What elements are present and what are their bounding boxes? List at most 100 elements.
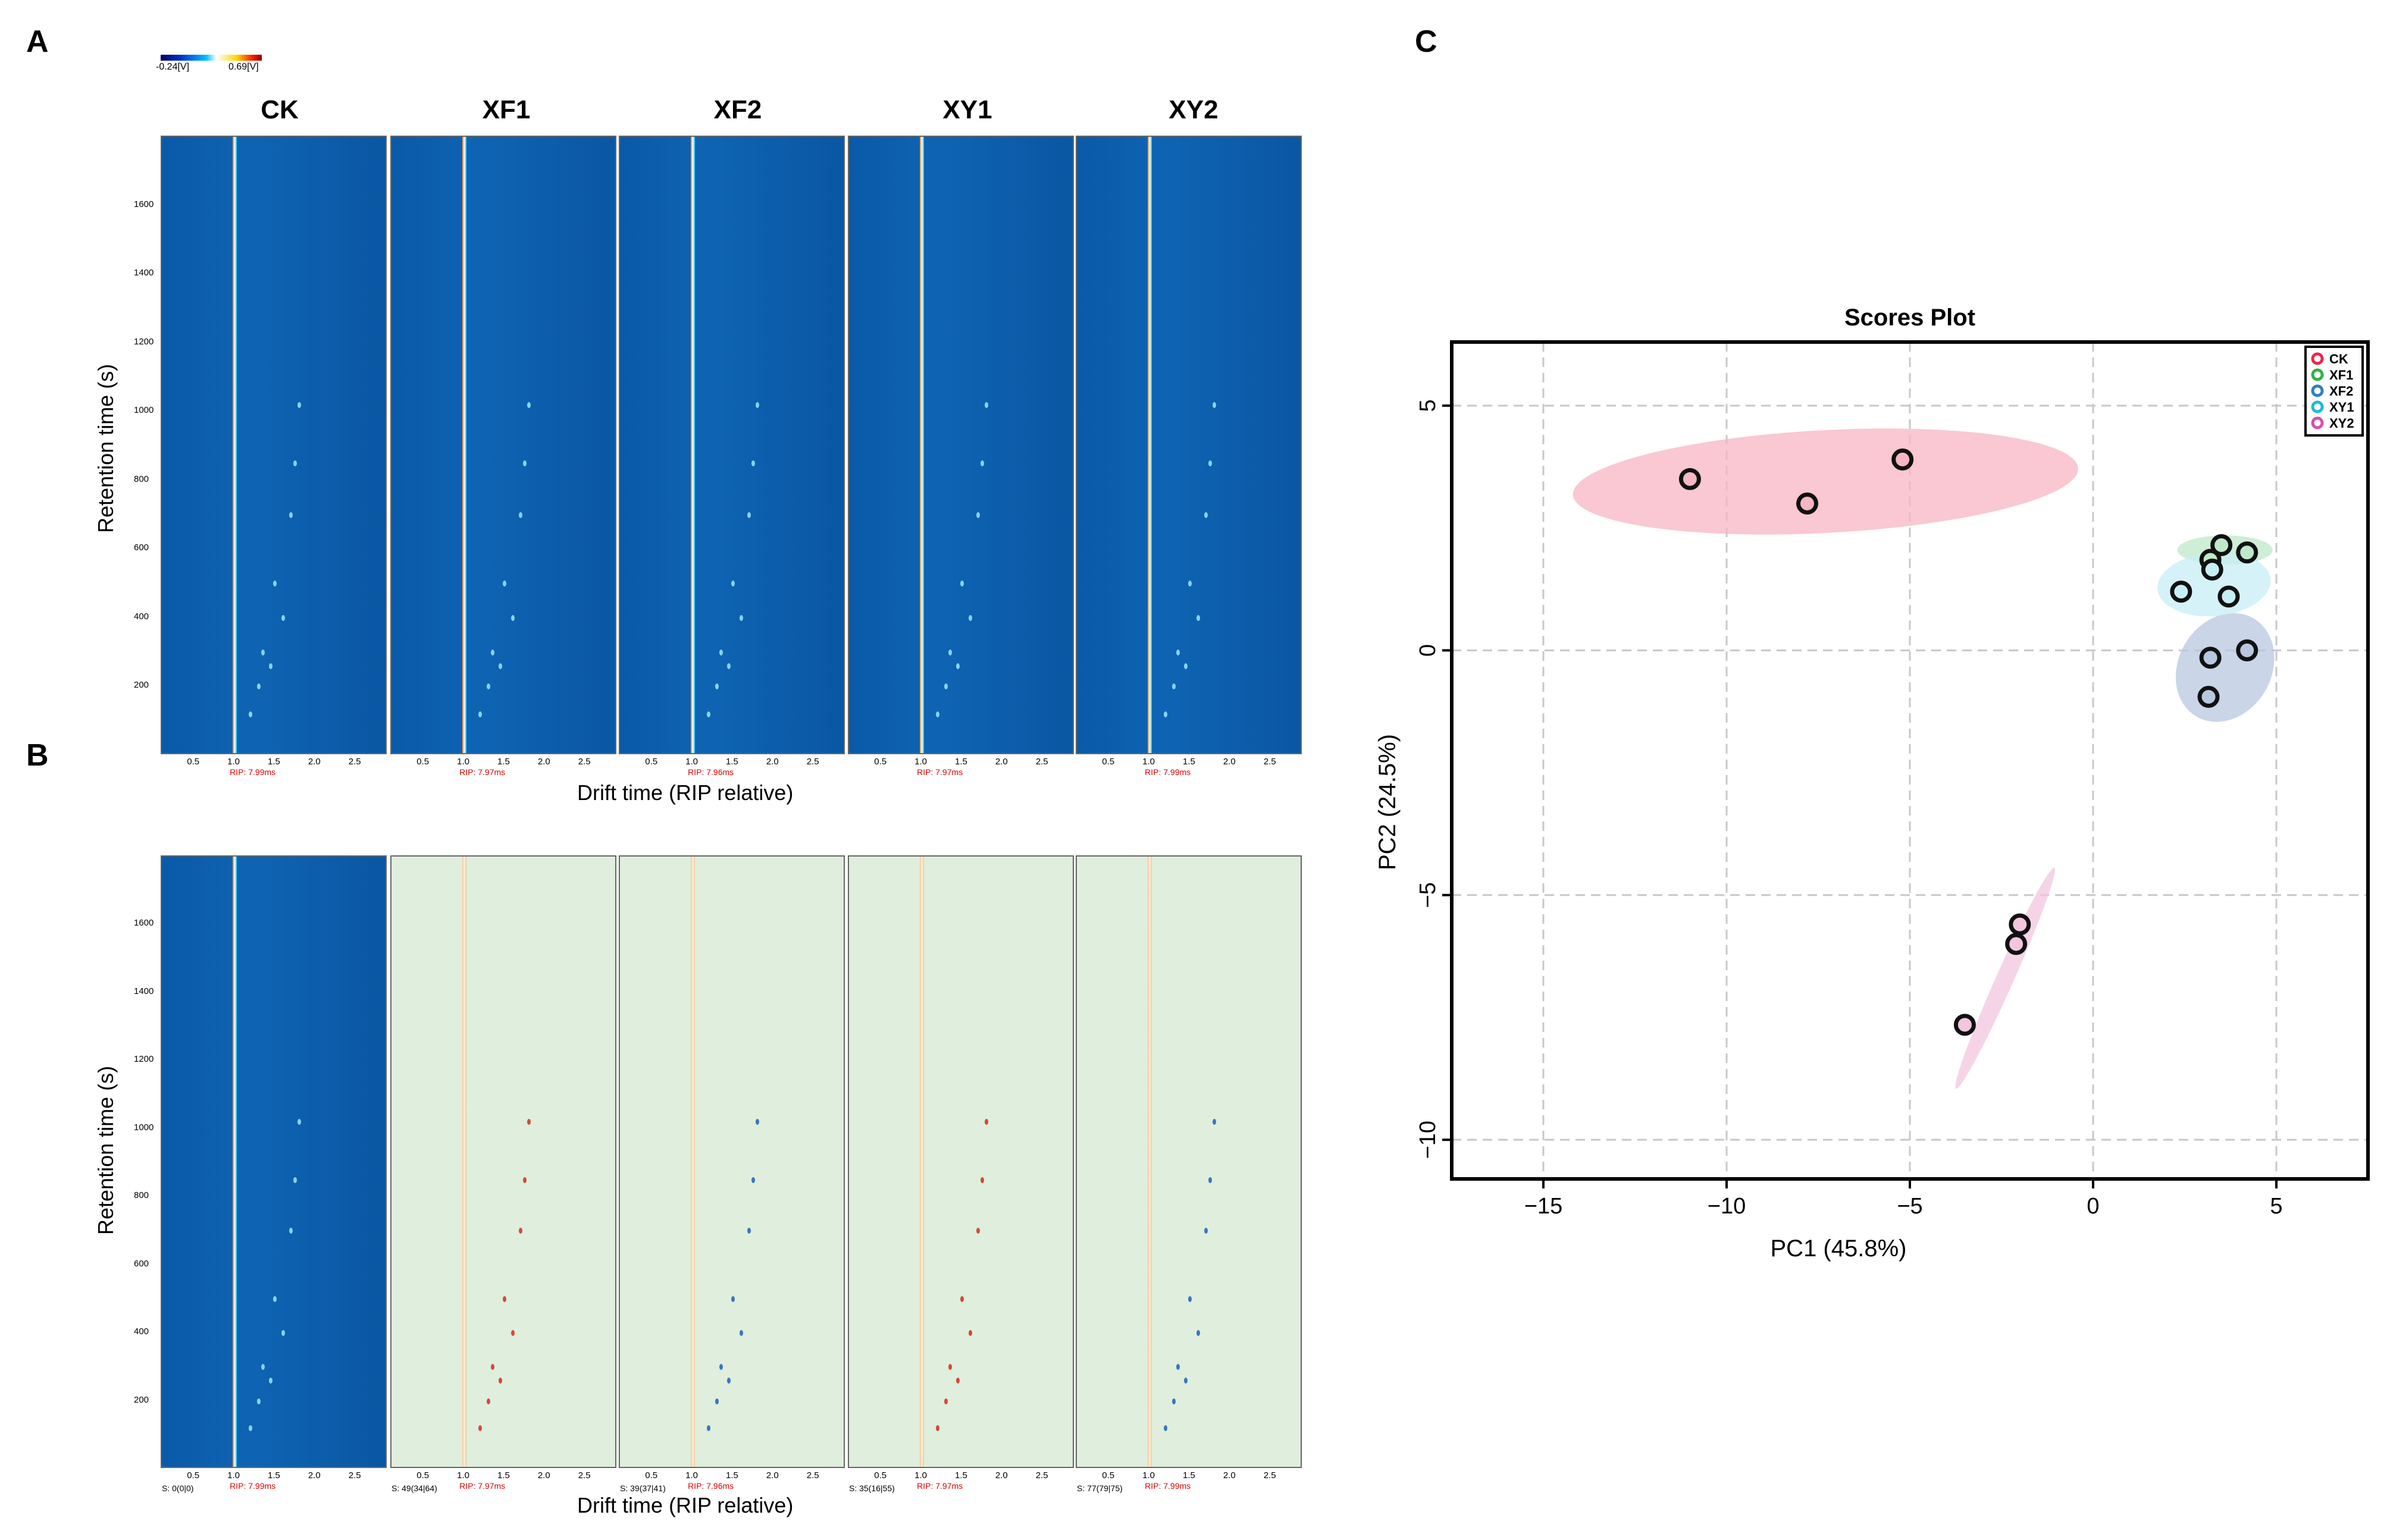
heatmap-a-panel-xf1 bbox=[390, 136, 616, 754]
signal-spot bbox=[486, 1398, 490, 1404]
score-point-xf2 bbox=[2236, 639, 2259, 661]
rip-label: RIP: 7.99ms bbox=[230, 767, 276, 777]
rip-label: RIP: 7.96ms bbox=[688, 767, 734, 777]
signal-spot bbox=[1176, 1364, 1180, 1370]
legend-marker-ck bbox=[2311, 352, 2324, 365]
sample-title-ck: CK bbox=[261, 95, 299, 124]
drift-tick-label: 2.0 bbox=[766, 1470, 779, 1481]
score-point-ck bbox=[1678, 468, 1701, 490]
signal-spot bbox=[944, 1398, 948, 1404]
sample-title-xy2: XY2 bbox=[1169, 95, 1219, 124]
s-label: S: 0(0|0) bbox=[162, 1483, 194, 1493]
heatmap-a-xlabel: Drift time (RIP relative) bbox=[577, 780, 794, 805]
drift-tick-label: 2.5 bbox=[806, 1470, 819, 1481]
drift-tick-label: 1.5 bbox=[726, 757, 738, 767]
drift-tick-label: 1.5 bbox=[497, 1470, 510, 1481]
signal-spot bbox=[269, 1378, 273, 1384]
signal-spot bbox=[519, 1228, 523, 1234]
retention-tick-label: 1600 bbox=[134, 199, 154, 209]
rip-line bbox=[920, 857, 925, 1467]
score-point-xf1 bbox=[2199, 548, 2222, 571]
signal-spot bbox=[1171, 683, 1176, 690]
signal-spot bbox=[1184, 663, 1188, 669]
confidence-ellipse-xy2 bbox=[1955, 867, 2055, 1089]
retention-tick-label: 1400 bbox=[134, 986, 154, 996]
legend-marker-xf2 bbox=[2311, 384, 2324, 397]
heatmap-a-ylabel: Retention time (s) bbox=[93, 363, 118, 533]
y-tick-label: −10 bbox=[1415, 1121, 1440, 1159]
drift-tick-label: 1.0 bbox=[457, 757, 469, 767]
rip-label: RIP: 7.97ms bbox=[917, 1481, 963, 1491]
drift-tick-label: 1.5 bbox=[497, 757, 510, 767]
drift-tick-label: 2.5 bbox=[1035, 757, 1048, 767]
drift-tick-label: 1.0 bbox=[227, 757, 240, 767]
drift-tick-label: 2.0 bbox=[1223, 1470, 1236, 1481]
drift-tick-label: 2.5 bbox=[1263, 1470, 1276, 1481]
signal-spot bbox=[478, 711, 483, 717]
s-label: S: 35(16|55) bbox=[849, 1483, 895, 1493]
signal-spot bbox=[747, 512, 751, 518]
drift-tick-label: 1.0 bbox=[914, 1470, 927, 1481]
signal-spot bbox=[976, 1228, 981, 1234]
rip-line bbox=[462, 137, 467, 753]
heatmap-b-panel-xy2 bbox=[1076, 855, 1302, 1468]
x-axis-title: PC1 (45.8%) bbox=[1771, 1235, 1907, 1262]
confidence-ellipse-ck bbox=[1573, 428, 2078, 535]
y-tick-label: −5 bbox=[1415, 882, 1440, 908]
score-point-xf2 bbox=[2199, 647, 2222, 669]
panel-label-c: C bbox=[1415, 24, 1437, 59]
signal-spot bbox=[281, 1330, 285, 1337]
score-point-ck bbox=[1891, 448, 1914, 471]
retention-tick-label: 400 bbox=[134, 611, 149, 622]
signal-spot bbox=[731, 581, 735, 587]
signal-spot bbox=[289, 1228, 293, 1234]
colorbar bbox=[161, 55, 262, 61]
legend-label-xy1: XY1 bbox=[2329, 400, 2354, 415]
drift-tick-label: 1.0 bbox=[457, 1470, 469, 1481]
signal-spot bbox=[261, 1364, 265, 1370]
drift-tick-label: 2.0 bbox=[537, 757, 550, 767]
score-point-xy2 bbox=[2005, 933, 2028, 955]
signal-spot bbox=[490, 649, 494, 655]
signal-spot bbox=[256, 1398, 261, 1404]
legend-label-xf2: XF2 bbox=[2329, 384, 2353, 399]
signal-spot bbox=[980, 460, 984, 466]
drift-tick-label: 0.5 bbox=[1102, 757, 1115, 767]
signal-spot bbox=[273, 581, 277, 587]
signal-spot bbox=[1164, 1425, 1168, 1432]
drift-tick-label: 2.0 bbox=[308, 757, 321, 767]
y-axis-title: PC2 (24.5%) bbox=[1374, 734, 1401, 870]
signal-spot bbox=[1188, 1296, 1192, 1302]
y-tick-label: 5 bbox=[1415, 399, 1440, 412]
legend-box bbox=[2304, 346, 2364, 437]
signal-spot bbox=[976, 512, 981, 518]
signal-spot bbox=[936, 1425, 940, 1432]
signal-spot bbox=[519, 512, 523, 518]
signal-spot bbox=[755, 1119, 759, 1125]
drift-tick-label: 2.0 bbox=[766, 757, 779, 767]
signal-spot bbox=[269, 663, 273, 669]
confidence-ellipse-xf1 bbox=[2177, 535, 2273, 565]
drift-tick-label: 0.5 bbox=[645, 1470, 658, 1481]
drift-tick-label: 2.5 bbox=[578, 1470, 591, 1481]
legend-marker-xy2 bbox=[2311, 416, 2324, 429]
drift-tick-label: 0.5 bbox=[416, 757, 430, 767]
rip-line bbox=[1148, 857, 1152, 1467]
rip-line bbox=[462, 857, 467, 1467]
signal-spot bbox=[293, 1177, 297, 1183]
x-tick-label: 5 bbox=[2270, 1194, 2282, 1219]
colorbar-max-label: 0.69[V] bbox=[228, 62, 259, 72]
signal-spot bbox=[289, 512, 293, 518]
signal-spot bbox=[499, 1378, 503, 1384]
signal-spot bbox=[944, 683, 948, 690]
drift-tick-label: 2.0 bbox=[308, 1470, 321, 1481]
signal-spot bbox=[273, 1296, 277, 1302]
retention-tick-label: 1000 bbox=[134, 405, 154, 416]
x-tick-label: 0 bbox=[2087, 1194, 2099, 1219]
retention-tick-label: 1400 bbox=[134, 268, 154, 278]
s-label: S: 77(79|75) bbox=[1077, 1483, 1123, 1493]
score-point-xy1 bbox=[2217, 585, 2240, 608]
signal-spot bbox=[1188, 581, 1192, 587]
rip-label: RIP: 7.99ms bbox=[1145, 767, 1191, 777]
plot-area bbox=[1452, 342, 2368, 1179]
